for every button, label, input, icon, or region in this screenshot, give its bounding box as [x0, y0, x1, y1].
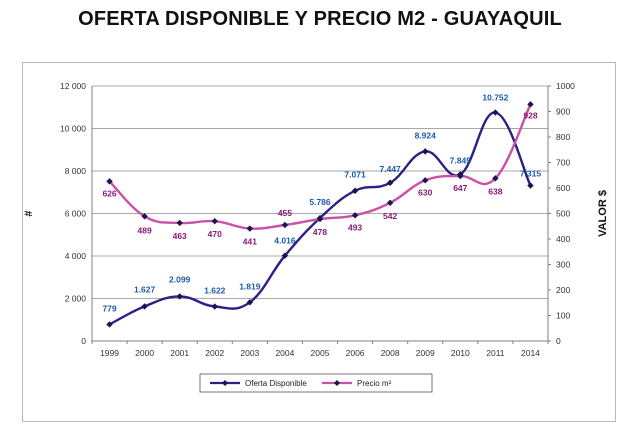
right-axis-tick-label: 100 [556, 311, 570, 321]
data-label-precio: 638 [488, 186, 502, 196]
data-point-precio [211, 217, 218, 225]
left-axis-tick-label: 2 000 [65, 294, 87, 304]
data-point-oferta [211, 303, 218, 310]
data-label-oferta: 7.071 [344, 170, 366, 180]
data-point-precio [527, 101, 534, 108]
data-point-oferta [386, 179, 394, 186]
right-axis-tick-label: 700 [556, 158, 570, 168]
x-axis-tick-label: 2003 [240, 348, 259, 358]
left-axis-tick-label: 6 000 [65, 209, 87, 219]
data-point-oferta [527, 182, 534, 189]
data-label-oferta: 4.016 [274, 236, 296, 246]
data-label-oferta: 779 [102, 303, 116, 313]
x-axis-tick-label: 2001 [170, 348, 189, 358]
left-axis-title: # [23, 210, 35, 216]
data-label-oferta: 2.099 [169, 274, 191, 284]
data-point-precio [351, 212, 359, 219]
data-label-oferta: 7.845 [450, 155, 472, 165]
data-point-precio [281, 221, 289, 229]
data-point-precio [492, 175, 499, 182]
right-axis-tick-label: 1000 [556, 81, 575, 91]
x-axis-tick-label: 2005 [311, 348, 330, 358]
data-point-precio [246, 225, 254, 232]
x-axis-tick-label: 1999 [100, 348, 119, 358]
legend-marker-oferta [222, 380, 228, 386]
data-label-precio: 647 [453, 183, 467, 193]
data-label-oferta: 1.622 [204, 286, 226, 296]
left-axis-tick-label: 10 000 [60, 124, 86, 134]
data-point-precio [422, 177, 429, 184]
data-point-oferta [281, 252, 289, 259]
data-point-oferta [492, 109, 499, 116]
x-axis-tick-label: 2004 [275, 348, 294, 358]
right-axis-tick-label: 900 [556, 107, 570, 117]
data-point-precio [457, 172, 464, 180]
data-point-oferta [422, 148, 429, 155]
right-axis-tick-label: 600 [556, 183, 570, 193]
right-axis-tick-label: 400 [556, 234, 570, 244]
left-axis-tick-label: 8 000 [65, 166, 87, 176]
data-label-precio: 493 [348, 222, 362, 232]
data-label-precio: 630 [418, 187, 432, 197]
right-axis-tick-label: 0 [556, 336, 561, 346]
right-axis-title: VALOR $ [597, 190, 609, 237]
x-axis-tick-label: 2002 [205, 348, 224, 358]
data-point-oferta [141, 303, 148, 310]
data-label-precio: 489 [138, 225, 152, 235]
x-axis-tick-label: 2010 [451, 348, 470, 358]
data-label-precio: 463 [173, 231, 187, 241]
x-axis-tick-label: 2009 [416, 348, 435, 358]
data-point-oferta [106, 321, 113, 328]
right-axis-tick-label: 300 [556, 260, 570, 270]
data-point-precio [316, 215, 324, 223]
x-axis-tick-label: 2008 [381, 348, 400, 358]
data-label-precio: 478 [313, 227, 327, 237]
data-point-precio [176, 219, 183, 227]
x-axis-tick-label: 2014 [521, 348, 540, 358]
data-label-oferta: 5.786 [309, 197, 331, 207]
data-label-oferta: 7.447 [380, 164, 402, 174]
data-label-precio: 455 [278, 208, 292, 218]
data-label-precio: 470 [208, 229, 222, 239]
data-label-oferta: 10.752 [482, 93, 508, 103]
data-label-precio: 626 [102, 188, 116, 198]
data-point-oferta [246, 299, 254, 306]
left-axis-tick-label: 4 000 [65, 251, 87, 261]
legend-box [199, 373, 433, 393]
right-axis-tick-label: 800 [556, 132, 570, 142]
data-label-precio: 441 [243, 237, 257, 247]
data-point-oferta [176, 293, 183, 300]
legend-label-oferta: Oferta Disponible [245, 379, 307, 388]
left-axis-tick-label: 0 [81, 336, 86, 346]
x-axis-tick-label: 2011 [486, 348, 505, 358]
right-axis-tick-label: 200 [556, 285, 570, 295]
data-point-precio [106, 178, 113, 185]
data-label-oferta: 1.627 [134, 284, 156, 294]
data-label-oferta: 1.819 [239, 281, 261, 291]
right-axis-tick-label: 500 [556, 209, 570, 219]
data-label-oferta: 7.315 [520, 169, 542, 179]
data-label-precio: 928 [523, 110, 537, 120]
data-point-precio [141, 213, 148, 220]
data-label-precio: 542 [383, 211, 397, 221]
data-point-precio [386, 199, 394, 206]
left-axis-tick-label: 12 000 [60, 81, 86, 91]
data-label-oferta: 8.924 [415, 130, 437, 140]
x-axis-tick-label: 2006 [346, 348, 365, 358]
legend-marker-precio [334, 380, 340, 386]
chart-title: OFERTA DISPONIBLE Y PRECIO M2 - GUAYAQUI… [78, 8, 562, 30]
legend-label-precio: Precio m² [357, 379, 392, 388]
x-axis-tick-label: 2000 [135, 348, 154, 358]
data-point-oferta [351, 187, 359, 194]
